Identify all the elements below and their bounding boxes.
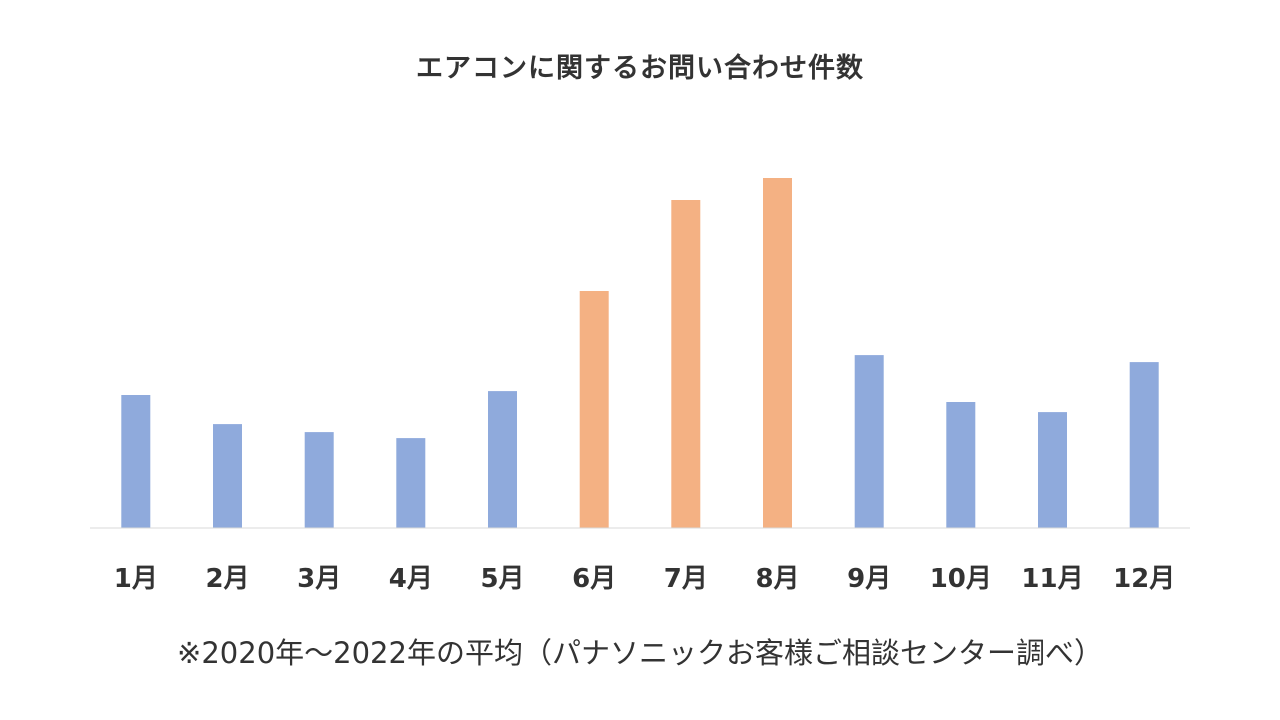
bar-7 — [671, 200, 701, 528]
x-tick-label-11: 11月 — [1021, 564, 1083, 594]
chart-title: エアコンに関するお問い合わせ件数 — [416, 53, 864, 84]
bar-6 — [579, 291, 609, 528]
bar-9 — [854, 355, 884, 528]
x-tick-label-6: 6月 — [572, 564, 616, 594]
x-axis-ticks: 1月 2月 3月 4月 5月 6月 7月 8月 9月 10月 11月 12月 — [114, 564, 1176, 594]
x-tick-label-4: 4月 — [389, 564, 433, 594]
bar-1 — [121, 395, 151, 528]
bar-3 — [304, 432, 334, 528]
x-tick-label-7: 7月 — [664, 564, 708, 594]
bar-12 — [1129, 362, 1159, 528]
x-tick-label-2: 2月 — [205, 564, 249, 594]
x-tick-label-1: 1月 — [114, 564, 158, 594]
bar-8 — [763, 178, 792, 528]
bars-group — [121, 178, 1159, 529]
x-tick-label-12: 12月 — [1113, 564, 1175, 594]
x-tick-label-5: 5月 — [480, 564, 524, 594]
x-tick-label-10: 10月 — [930, 564, 992, 594]
x-tick-label-3: 3月 — [297, 564, 341, 594]
bar-2 — [213, 424, 242, 528]
chart-footnote: ※2020年～2022年の平均（パナソニックお客様ご相談センター調べ） — [177, 636, 1103, 670]
x-tick-label-8: 8月 — [755, 564, 799, 594]
bar-4 — [396, 438, 426, 529]
bar-5 — [488, 391, 517, 528]
bar-11 — [1038, 412, 1067, 528]
x-tick-label-9: 9月 — [847, 564, 891, 594]
bar-10 — [946, 402, 976, 528]
